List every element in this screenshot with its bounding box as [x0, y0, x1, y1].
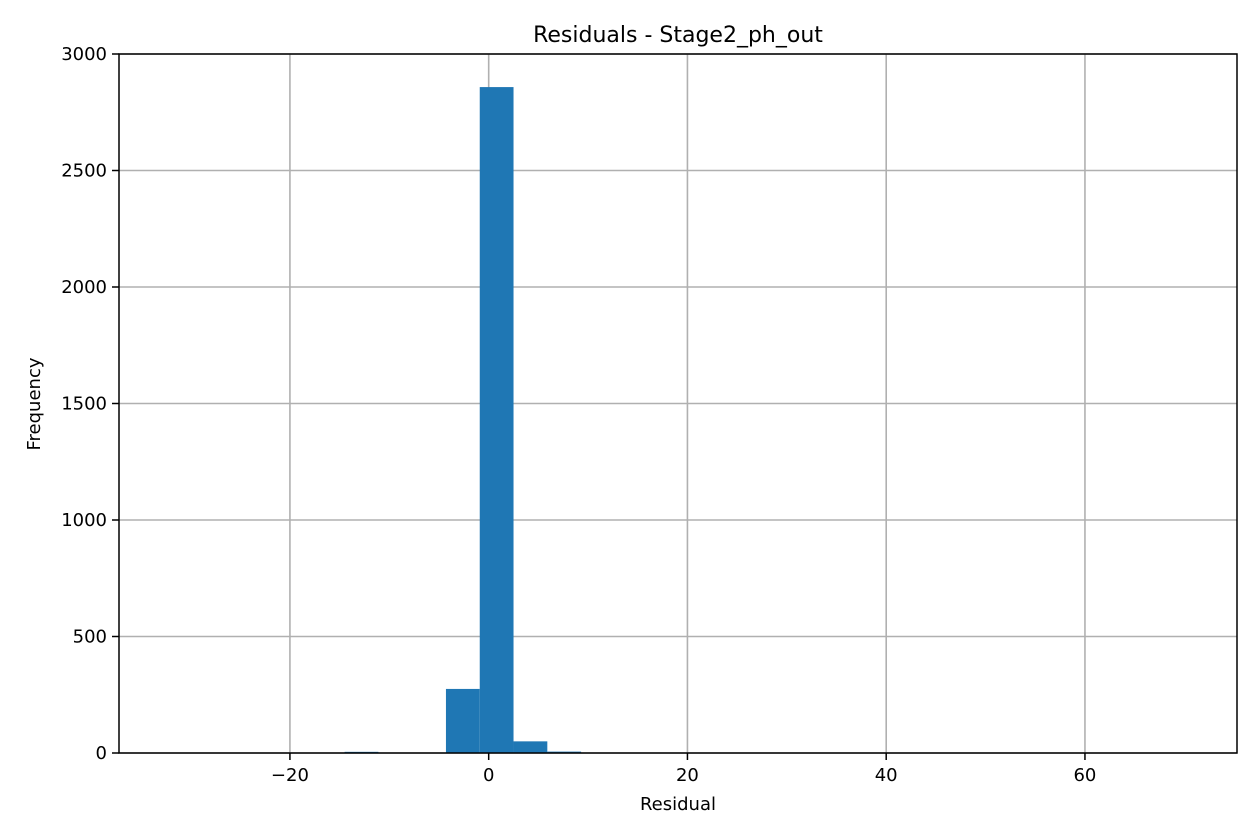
y-tick-label: 0: [96, 743, 107, 764]
y-axis-ticks: 0 500 1000 1500 2000 2500 3000: [61, 44, 119, 764]
x-tick-label: 0: [483, 765, 494, 786]
x-tick-label: 40: [875, 765, 898, 786]
histogram-bar: [445, 688, 480, 753]
y-tick-label: 500: [73, 627, 107, 648]
y-tick-label: 2500: [61, 161, 107, 182]
histogram-bars: [344, 87, 582, 753]
x-axis-ticks: −20 0 20 40 60: [271, 753, 1096, 786]
y-tick-label: 2000: [61, 277, 107, 298]
chart-title: Residuals - Stage2_ph_out: [533, 23, 823, 48]
x-tick-label: −20: [271, 765, 309, 786]
x-tick-label: 20: [676, 765, 699, 786]
y-tick-label: 1000: [61, 510, 107, 531]
x-axis-label: Residual: [640, 794, 716, 815]
histogram-bar: [479, 87, 514, 753]
y-tick-label: 1500: [61, 394, 107, 415]
histogram-bar: [513, 741, 548, 753]
y-axis-label: Frequency: [24, 357, 45, 450]
y-tick-label: 3000: [61, 44, 107, 65]
x-tick-label: 60: [1073, 765, 1096, 786]
